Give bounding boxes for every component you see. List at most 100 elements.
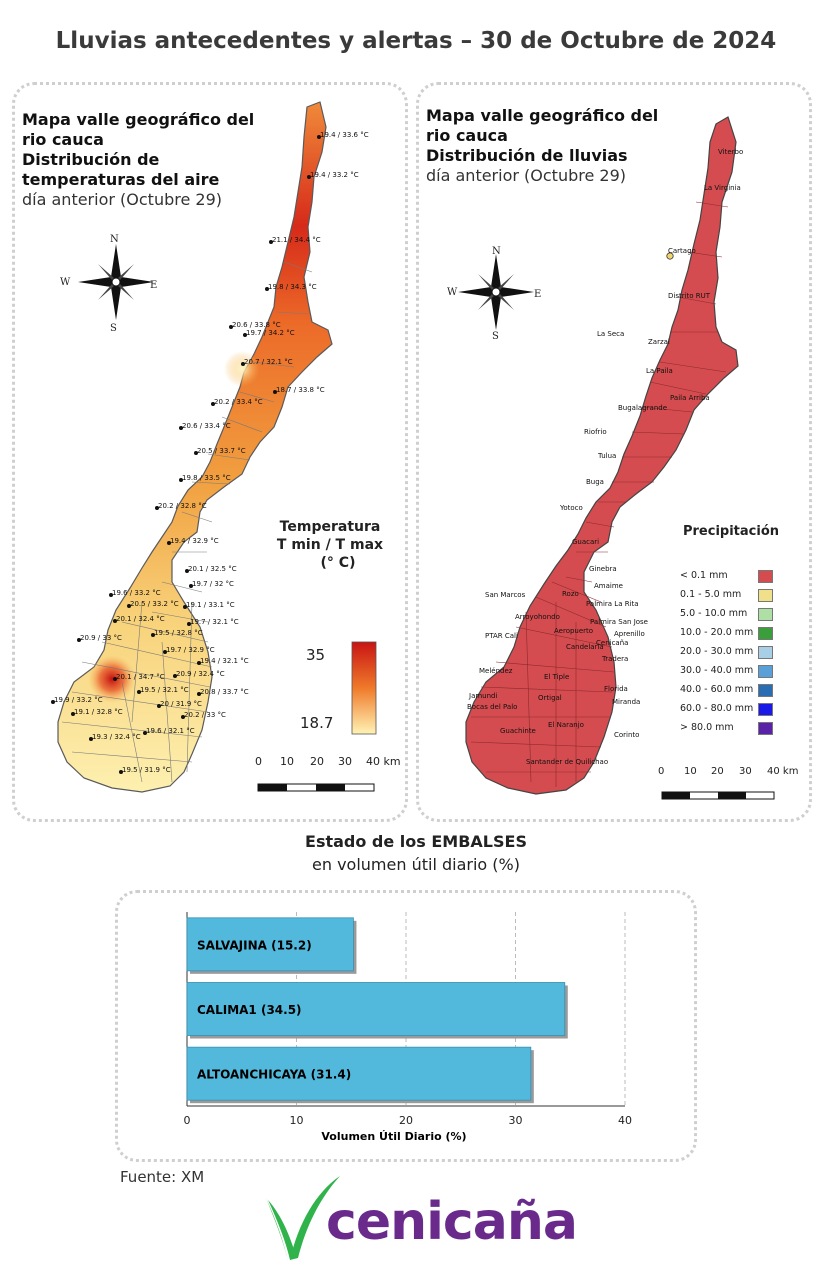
rain-title-line4: día anterior (Octubre 29)	[426, 166, 626, 185]
compass-e-rain: E	[534, 289, 542, 300]
temperature-station-dot	[179, 426, 183, 430]
rain-town-label: Tradera	[602, 655, 629, 663]
rain-town-label: El Naranjo	[548, 721, 584, 729]
rain-title-line3: Distribución de lluvias	[426, 146, 628, 165]
temperature-station-dot	[163, 650, 167, 654]
precipitation-class-label: 20.0 - 30.0 mm	[680, 646, 754, 657]
precipitation-class-label: 40.0 - 60.0 mm	[680, 684, 754, 695]
temperature-station-label: 20.1 / 32.5 °C	[188, 565, 237, 573]
temp-legend-line3: (° C)	[320, 555, 356, 571]
temperature-station-dot	[173, 674, 177, 678]
temperature-station-dot	[229, 325, 233, 329]
temperature-station-dot	[167, 541, 171, 545]
compass-n-rain: N	[492, 246, 501, 257]
temperature-station-label: 20.7 / 32.1 °C	[244, 358, 293, 366]
scale-bar-temp	[257, 783, 375, 792]
reservoir-bar-label: CALIMA1 (34.5)	[197, 1003, 302, 1017]
reservoir-bar	[186, 917, 354, 972]
temperature-station-label: 19.1 / 33.1 °C	[186, 601, 235, 609]
precipitation-class-label: 0.1 - 5.0 mm	[680, 589, 742, 600]
precipitation-class-swatch	[758, 722, 773, 735]
temperature-station-label: 19.8 / 33.5 °C	[182, 474, 231, 482]
temp-title-line2: rio cauca	[22, 130, 104, 149]
rain-town-label: Buga	[586, 478, 604, 486]
temperature-station-dot	[109, 593, 113, 597]
precipitation-class-label: 10.0 - 20.0 mm	[680, 627, 754, 638]
rain-town-label: El Tiple	[544, 673, 570, 681]
precipitation-class-swatch	[758, 627, 773, 640]
x-tick-label: 10	[290, 1114, 304, 1127]
temperature-station-label: 19.7 / 32.1 °C	[190, 618, 239, 626]
compass-rain	[458, 254, 534, 330]
temperature-station-label: 19.8 / 34.3 °C	[268, 283, 317, 291]
temperature-station-dot	[181, 715, 185, 719]
rain-town-label: Cenicaña	[596, 639, 629, 647]
temperature-station-label: 19.3 / 32.4 °C	[92, 733, 141, 741]
thiessen-lines-temp	[61, 261, 313, 783]
temperature-station-label: 20.6 / 33.4 °C	[182, 422, 231, 430]
precipitation-class-label: > 80.0 mm	[680, 722, 734, 733]
scale-tick-temp-0: 0	[255, 755, 262, 768]
temperature-station-label: 20.2 / 32.8 °C	[158, 502, 207, 510]
temperature-station-label: 19.6 / 32.1 °C	[146, 727, 195, 735]
temperature-station-dot	[113, 677, 117, 681]
precipitation-class-swatch	[758, 703, 773, 716]
precipitation-class-label: 5.0 - 10.0 mm	[680, 608, 748, 619]
temperature-station-dot	[269, 240, 273, 244]
temperature-station-dot	[113, 619, 117, 623]
rain-town-label: Rozo	[562, 590, 579, 598]
precipitation-class-label: < 0.1 mm	[680, 570, 728, 581]
temperature-station-label: 19.6 / 33.2 °C	[112, 589, 161, 597]
scale-tick-rain-10: 10	[684, 766, 697, 777]
temperature-station-label: 20.2 / 33 °C	[184, 711, 226, 719]
reservoirs-bar-chart: SALVAJINA (15.2) CALIMA1 (34.5) ALTOANCHIC…	[184, 912, 632, 1143]
rain-town-label: Guachinte	[500, 727, 536, 735]
thiessen-lines-rain	[470, 201, 729, 787]
rain-town-label: Paila Arriba	[670, 394, 710, 402]
temperature-station-dot	[127, 604, 131, 608]
temperature-station-label: 21.1 / 34.4 °C	[272, 236, 321, 244]
temperature-station-label: 19.9 / 33.2 °C	[54, 696, 103, 704]
compass-temp	[78, 244, 154, 320]
temperature-legend-min: 18.7	[300, 714, 334, 732]
scale-tick-rain-30: 30	[739, 766, 752, 777]
rain-town-label: Yotoco	[560, 504, 583, 512]
x-tick-label: 40	[618, 1114, 632, 1127]
scale-tick-rain-0: 0	[658, 766, 665, 777]
rain-town-label: Amaime	[594, 582, 623, 590]
rain-town-label: Bocas del Palo	[467, 703, 518, 711]
page-title: Lluvias antecedentes y alertas – 30 de O…	[55, 28, 777, 54]
scale-tick-temp-30: 30	[338, 755, 352, 768]
temperature-station-dot	[179, 478, 183, 482]
x-axis-label: Volumen Útil Diario (%)	[321, 1130, 466, 1143]
rain-town-label: Ortigal	[538, 694, 562, 702]
temperature-station-dot	[241, 362, 245, 366]
rain-title-line1: Mapa valle geográfico del	[426, 106, 659, 125]
rain-town-label: Guacari	[572, 538, 600, 546]
compass-w-temp: W	[60, 277, 71, 288]
temperature-station-dot	[71, 712, 75, 716]
compass-s-temp: S	[110, 323, 117, 334]
valley-outline-rain	[465, 116, 739, 795]
cenicana-logo-text: cenicaña	[326, 1192, 578, 1252]
rain-town-label: Riofrio	[584, 428, 607, 436]
reservoir-bar-label: ALTOANCHICAYA (31.4)	[197, 1068, 351, 1082]
temperature-station-dot	[151, 633, 155, 637]
temperature-station-dot	[187, 622, 191, 626]
rain-town-label: Santander de Quilichao	[526, 758, 609, 766]
temp-title-line4: temperaturas del aire	[22, 170, 220, 189]
rainfall-panel	[416, 82, 812, 822]
precipitation-class-swatch	[758, 608, 773, 621]
source-note: Fuente: XM	[120, 1168, 205, 1186]
temperature-station-label: 19.4 / 33.6 °C	[320, 131, 369, 139]
temperature-station-dot	[77, 638, 81, 642]
temperature-station-label: 19.7 / 32 °C	[192, 580, 234, 588]
rain-town-label: Palmira La Rita	[586, 600, 639, 608]
temperature-station-label: 20.9 / 33 °C	[80, 634, 122, 642]
temperature-station-label: 19.5 / 32.1 °C	[140, 686, 189, 694]
precipitation-class-swatch	[758, 646, 773, 659]
temperature-station-label: 20.2 / 33.4 °C	[214, 398, 263, 406]
temp-title-line3: Distribución de	[22, 150, 160, 169]
temperature-station-dot	[119, 770, 123, 774]
rain-town-label: Bugalagrande	[618, 404, 668, 412]
